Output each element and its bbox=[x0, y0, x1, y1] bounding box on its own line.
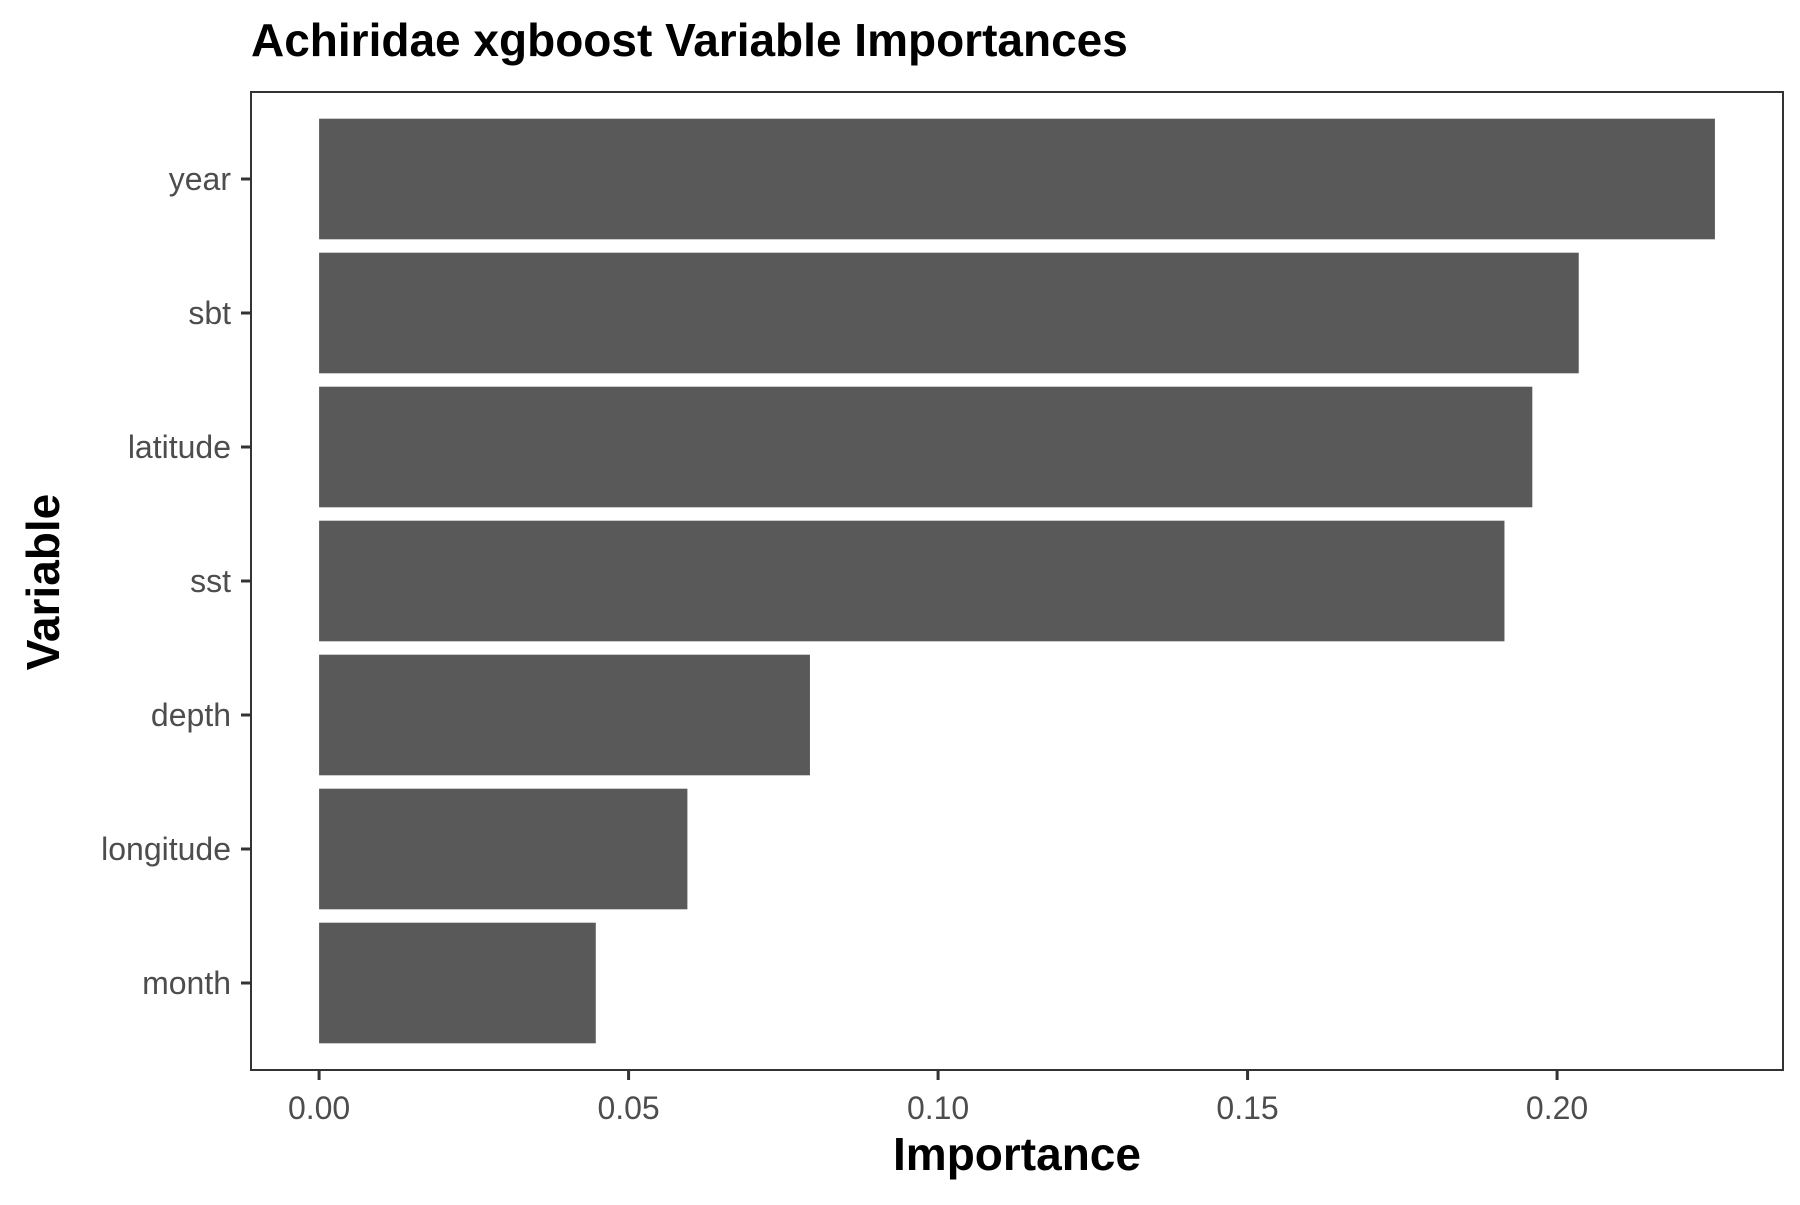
bar-depth bbox=[319, 654, 810, 776]
y-tick-label-month: month bbox=[142, 965, 231, 1001]
bar-month bbox=[319, 922, 596, 1044]
x-axis: 0.00 0.05 0.10 0.15 0.20 bbox=[288, 1070, 1588, 1126]
x-tick-label-0.20: 0.20 bbox=[1526, 1090, 1588, 1126]
y-axis-title: Variable bbox=[17, 494, 69, 670]
x-tick-label-0.10: 0.10 bbox=[907, 1090, 969, 1126]
bar-year bbox=[319, 118, 1715, 240]
bar-longitude bbox=[319, 788, 688, 910]
bar-latitude bbox=[319, 386, 1533, 508]
x-tick-label-0.05: 0.05 bbox=[597, 1090, 659, 1126]
y-tick-label-year: year bbox=[169, 161, 232, 197]
y-tick-label-longitude: longitude bbox=[101, 831, 231, 867]
x-axis-title: Importance bbox=[893, 1128, 1141, 1180]
chart-title: Achiridae xgboost Variable Importances bbox=[251, 14, 1128, 66]
x-tick-label-0.00: 0.00 bbox=[288, 1090, 350, 1126]
bar-sst bbox=[319, 520, 1505, 642]
x-tick-label-0.15: 0.15 bbox=[1216, 1090, 1278, 1126]
y-tick-label-latitude: latitude bbox=[128, 429, 231, 465]
bars bbox=[319, 118, 1715, 1044]
y-tick-label-depth: depth bbox=[151, 697, 231, 733]
bar-sbt bbox=[319, 252, 1579, 374]
y-tick-label-sbt: sbt bbox=[188, 295, 231, 331]
y-tick-label-sst: sst bbox=[190, 563, 231, 599]
y-axis: year sbt latitude sst depth longitude month bbox=[101, 161, 251, 1001]
